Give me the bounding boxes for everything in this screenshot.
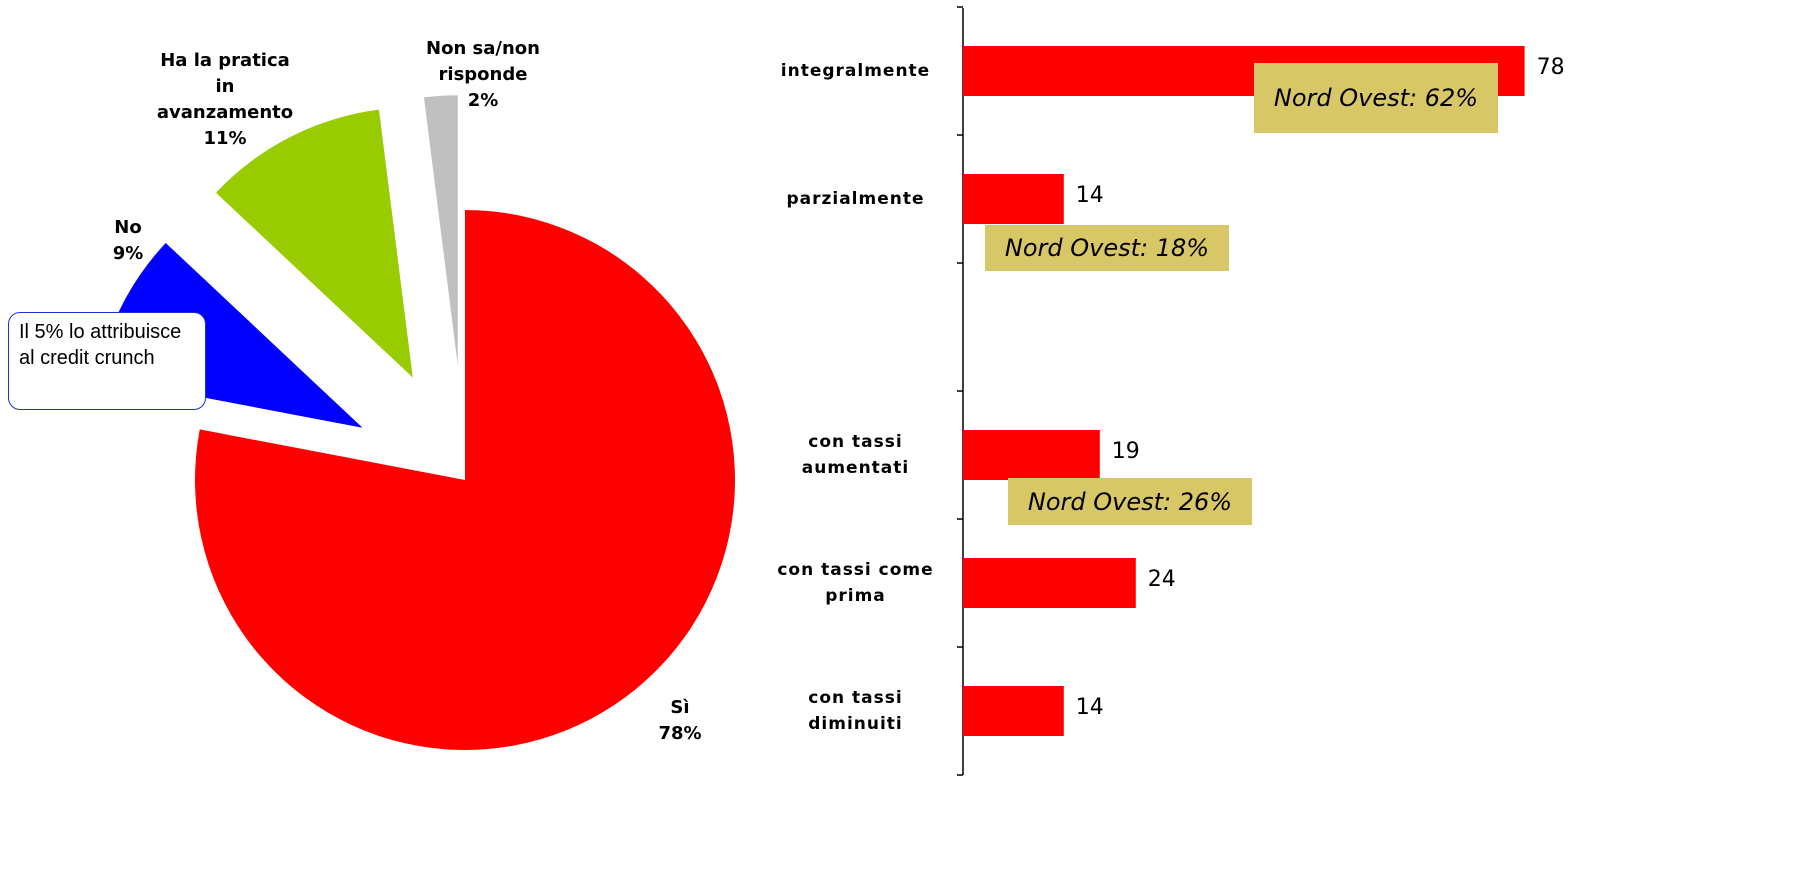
slice-label: No 9%: [58, 215, 198, 267]
pie-slice: [423, 95, 458, 366]
slice-value: 9%: [112, 243, 144, 264]
slice-name: Non sa/non risponde: [426, 38, 540, 85]
slice-value: 2%: [467, 90, 499, 111]
annotation: Nord Ovest: 62%: [1254, 63, 1498, 133]
callout: Il 5% lo attribuisce al credit crunch: [8, 312, 206, 410]
value-label: 78: [1536, 55, 1565, 80]
slice-value: 11%: [203, 128, 247, 149]
slice-value: 78%: [658, 723, 702, 744]
category-label: con tassi diminuiti: [808, 688, 903, 734]
slice-name: Sì: [670, 697, 690, 718]
category-label: integralmente: [780, 61, 931, 81]
category-label: con tassi come prima: [777, 560, 934, 606]
slice-label: Ha la pratica in avanzamento 11%: [155, 48, 295, 152]
pie-slice: [215, 109, 413, 378]
bar: [963, 686, 1064, 736]
slice-label: Sì 78%: [610, 695, 750, 747]
value-label: 19: [1111, 439, 1140, 464]
category-label: con tassi aumentati: [801, 432, 910, 478]
slice-label: Non sa/non risponde 2%: [413, 36, 553, 114]
category-label: parzialmente: [786, 189, 925, 209]
bar: [963, 430, 1100, 480]
value-label: 14: [1075, 183, 1104, 208]
slice-name: Ha la pratica in avanzamento: [156, 50, 294, 123]
annotation: Nord Ovest: 26%: [1008, 478, 1252, 525]
bar: [963, 174, 1064, 224]
annotation: Nord Ovest: 18%: [985, 225, 1229, 271]
value-label: 24: [1147, 567, 1176, 592]
value-label: 14: [1075, 695, 1104, 720]
bar: [963, 558, 1136, 608]
slice-name: No: [114, 217, 142, 238]
pie-slice: [195, 210, 736, 750]
